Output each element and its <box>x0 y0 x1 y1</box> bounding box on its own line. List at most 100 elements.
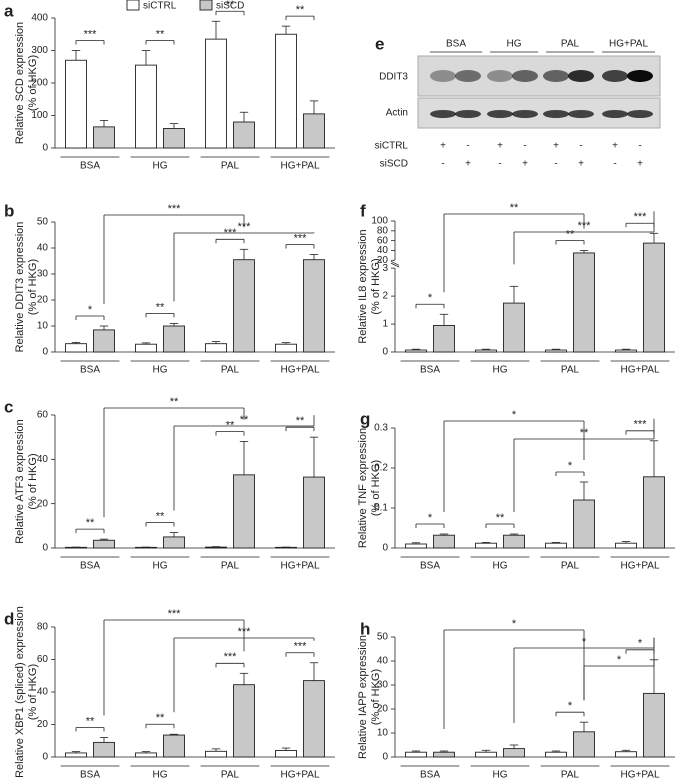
y-axis-label: Relative IAPP expression <box>357 635 369 759</box>
bar <box>163 128 185 149</box>
bar <box>135 64 157 149</box>
blot-band <box>487 70 513 82</box>
blot-group-label: HG+PAL <box>609 39 648 50</box>
x-tick-label: HG <box>493 770 508 781</box>
blot-band <box>512 70 538 82</box>
legend-label: siCTRL <box>143 1 177 12</box>
y-tick-label: 0 <box>42 752 48 763</box>
bar <box>573 731 595 758</box>
bar <box>205 750 227 758</box>
bar <box>205 38 227 149</box>
sig-label: ** <box>580 427 589 439</box>
y-axis-label: Relative DDIT3 expression <box>14 222 26 353</box>
x-tick-label: BSA <box>80 770 100 781</box>
y-tick-label: 60 <box>37 654 49 665</box>
y-tick-label: 200 <box>31 78 48 89</box>
bar <box>93 126 115 149</box>
x-tick-label: HG <box>493 561 508 572</box>
x-tick-label: PAL <box>221 770 240 781</box>
sig-label: ** <box>156 28 165 40</box>
x-tick-label: BSA <box>80 365 100 376</box>
x-tick-label: HG+PAL <box>621 770 660 781</box>
bar <box>573 252 595 353</box>
x-tick-label: BSA <box>420 561 440 572</box>
blot-condition-label: siCTRL <box>375 141 409 152</box>
bar <box>135 752 157 758</box>
y-tick-label: 3 <box>382 263 388 274</box>
y-tick-label: 40 <box>377 656 389 667</box>
blot-band <box>455 110 481 118</box>
y-tick-label: 300 <box>31 45 48 56</box>
x-tick-label: HG <box>153 161 168 172</box>
blot-sign: - <box>466 141 469 152</box>
legend-swatch <box>126 0 140 11</box>
sig-label: * <box>582 636 587 648</box>
sig-label: *** <box>224 651 238 663</box>
bar <box>163 536 185 549</box>
y-axis-label: Relative IL8 expression <box>357 229 369 343</box>
blot-band <box>430 110 456 118</box>
bar <box>615 542 637 549</box>
blot-condition-label: siSCD <box>380 159 408 170</box>
sig-label: ** <box>170 396 179 408</box>
sig-label: ** <box>156 510 165 522</box>
y-axis-label: (% of HKG) <box>27 453 39 509</box>
x-tick-label: HG <box>153 770 168 781</box>
y-tick-label: 30 <box>37 269 49 280</box>
y-tick-label: 100 <box>371 216 388 227</box>
blot-band <box>455 70 481 82</box>
sig-label: ** <box>296 4 305 16</box>
y-tick-label: 40 <box>37 687 49 698</box>
y-axis-label: (% of HKG) <box>27 259 39 315</box>
bar <box>163 734 185 758</box>
blot-band <box>602 110 628 118</box>
bar <box>275 343 297 353</box>
bar <box>643 476 665 549</box>
panel-letter: e <box>375 34 384 53</box>
blot-sign: + <box>497 141 503 152</box>
panel-letter: b <box>4 201 14 220</box>
y-tick-label: 80 <box>377 225 389 236</box>
x-tick-label: HG+PAL <box>281 161 320 172</box>
bar <box>475 349 497 353</box>
bar <box>643 692 665 758</box>
blot-band <box>487 110 513 118</box>
y-axis-label: (% of HKG) <box>370 460 382 516</box>
y-axis-label: (% of HKG) <box>370 669 382 725</box>
sig-label: ** <box>86 517 95 529</box>
sig-label: *** <box>294 232 308 244</box>
y-axis-label: (% of HKG) <box>27 55 39 111</box>
bar <box>135 343 157 353</box>
y-tick-label: 400 <box>31 13 48 24</box>
bar <box>233 474 255 549</box>
bar <box>233 121 255 149</box>
y-tick-label: 10 <box>377 728 389 739</box>
sig-label: *** <box>634 419 648 431</box>
y-tick-label: 20 <box>377 255 389 266</box>
bar <box>503 534 525 549</box>
y-tick-label: 50 <box>377 632 389 643</box>
x-tick-label: PAL <box>221 161 240 172</box>
bar <box>93 329 115 353</box>
blot-band <box>627 110 653 118</box>
axis-break <box>390 262 400 268</box>
blot-sign: - <box>554 159 557 170</box>
x-tick-label: PAL <box>221 561 240 572</box>
blot-sign: + <box>578 159 584 170</box>
bar <box>65 59 87 149</box>
blot-sign: + <box>612 141 618 152</box>
y-tick-label: 0 <box>42 143 48 154</box>
x-tick-label: PAL <box>561 365 580 376</box>
bar <box>405 751 427 758</box>
y-tick-label: 0 <box>382 752 388 763</box>
y-tick-label: 0.1 <box>374 503 388 514</box>
bar <box>65 752 87 758</box>
x-tick-label: HG <box>493 365 508 376</box>
panel-letter: d <box>4 609 14 628</box>
bar <box>503 302 525 353</box>
sig-label: ** <box>226 420 235 432</box>
sig-label: ** <box>296 415 305 427</box>
blot-band <box>602 70 628 82</box>
bar <box>275 33 297 149</box>
y-tick-label: 30 <box>377 680 389 691</box>
